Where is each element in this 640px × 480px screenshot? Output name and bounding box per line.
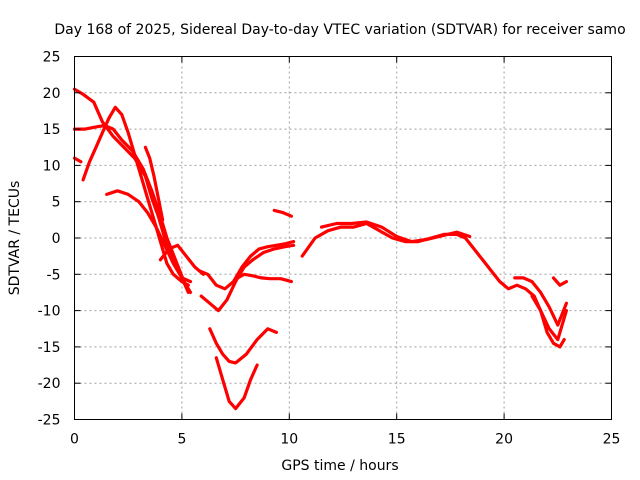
x-tick-label: 0 [70,432,79,448]
series-track-i [199,243,296,313]
chart-title: Day 168 of 2025, Sidereal Day-to-day VTE… [54,22,625,38]
series-track-f [143,145,165,222]
y-tick-label: 25 [43,50,61,66]
series-track-r [551,276,569,287]
series-track-k [214,356,259,411]
series-track-h [197,240,296,291]
series-track-e [105,189,193,284]
y-tick-label: -5 [47,267,61,283]
series-track-l [236,272,293,284]
x-tick-label: 15 [388,432,406,448]
series-track-j [208,327,278,365]
x-tick-label: 25 [603,432,621,448]
tick-layer: 0 5 10 15 20 25 25 20 15 10 5 0 -5 -10 -15 -20 -25 [38,50,621,448]
y-tick-label: 5 [52,195,61,211]
series-track-g [158,243,205,276]
series-track-n [300,221,566,349]
series-layer [72,87,569,411]
y-axis-title: SDTVAR / TECUs [7,181,23,296]
x-axis-title: GPS time / hours [281,458,398,474]
x-tick-label: 20 [495,432,513,448]
y-tick-label: -15 [38,340,61,356]
series-track-d [81,105,190,287]
y-tick-label: 0 [52,231,61,247]
x-tick-label: 5 [177,432,186,448]
series-track-c [72,156,83,164]
y-tick-label: 10 [43,158,61,174]
grid-layer [74,56,612,420]
y-tick-label: -10 [38,304,61,320]
y-tick-label: -25 [38,413,61,429]
series-track-o [319,220,472,244]
series-track-q [530,294,569,342]
y-tick-label: 15 [43,122,61,138]
y-tick-label: -20 [38,376,61,392]
x-tick-label: 10 [280,432,298,448]
series-track-m [272,208,293,218]
y-tick-label: 20 [43,86,61,102]
series-track-p [513,276,569,327]
